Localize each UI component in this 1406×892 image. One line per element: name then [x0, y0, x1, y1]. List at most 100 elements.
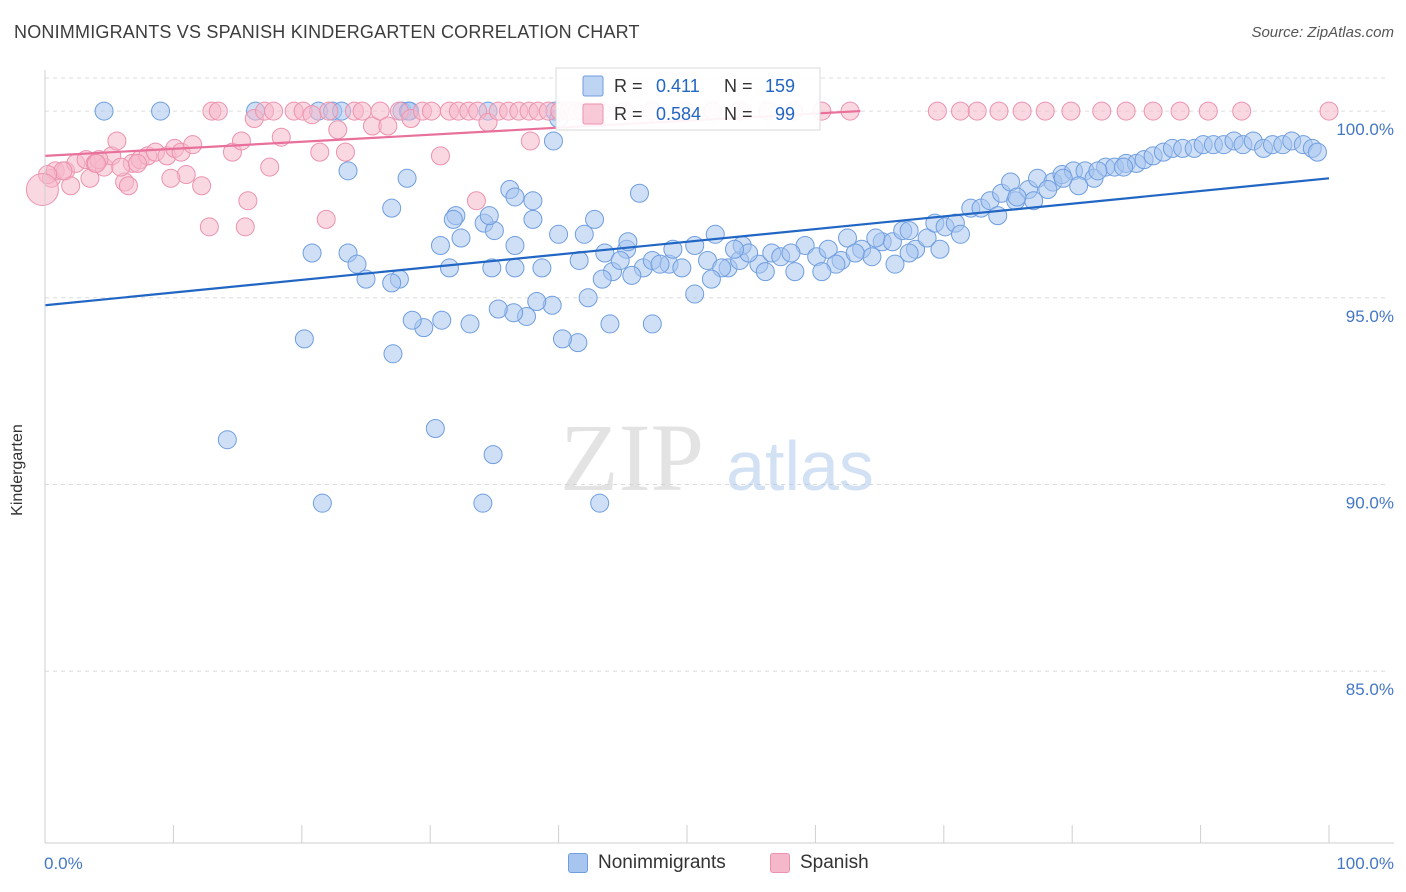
nonimmigrants-point-147: [460, 314, 480, 334]
nonimmigrants-point-46: [610, 250, 630, 270]
nonimmigrants-point-37: [347, 254, 367, 274]
nonimmigrants-point-156: [383, 344, 403, 364]
legend-item-spanish[interactable]: Spanish: [770, 852, 869, 874]
spanish-point-82: [1198, 101, 1218, 121]
spanish-point-77: [1061, 101, 1081, 121]
nonimmigrants-point-27: [451, 228, 471, 248]
nonimmigrants-point-157: [217, 430, 237, 450]
series-legend: Nonimmigrants Spanish: [0, 852, 1406, 878]
nonimmigrants-point-150: [402, 310, 422, 330]
nonimmigrants-point-65: [818, 239, 838, 259]
spanish-point-21: [208, 101, 228, 121]
nonimmigrants-point-141: [578, 288, 598, 308]
stats-n-value-0: 159: [765, 76, 795, 96]
nonimmigrants-point-146: [488, 299, 508, 319]
legend-label-nonimmigrants: Nonimmigrants: [598, 852, 726, 873]
spanish-point-95: [520, 131, 540, 151]
nonimmigrants-point-16: [629, 183, 649, 203]
nonimmigrants-points: [94, 101, 1327, 513]
gridlines: [45, 77, 1389, 672]
nonimmigrants-point-137: [685, 284, 705, 304]
nonimmigrants-point-53: [685, 236, 705, 256]
stats-r-label-1: R =: [614, 104, 643, 124]
nonimmigrants-point-128: [845, 243, 865, 263]
watermark-zip: ZIP: [560, 404, 704, 511]
stats-r-value-1: 0.584: [656, 104, 701, 124]
nonimmigrants-point-52: [672, 258, 692, 278]
nonimmigrants-point-23: [479, 206, 499, 226]
nonimmigrants-point-140: [592, 269, 612, 289]
nonimmigrants-point-117: [1069, 176, 1089, 196]
nonimmigrants-point-151: [642, 314, 662, 334]
nonimmigrants-point-124: [930, 239, 950, 259]
spanish-point-18: [183, 135, 203, 155]
nonimmigrants-point-119: [1038, 179, 1058, 199]
nonimmigrants-point-148: [432, 310, 452, 330]
nonimmigrants-point-152: [600, 314, 620, 334]
nonimmigrants-point-1: [151, 101, 171, 121]
spanish-point-92: [260, 157, 280, 177]
spanish-point-19: [192, 176, 212, 196]
axes: 85.0% 90.0% 95.0% 100.0% 0.0% 100.0%: [44, 70, 1394, 873]
spanish-point-89: [161, 168, 181, 188]
watermark-atlas: atlas: [726, 427, 874, 505]
spanish-point-33: [319, 101, 339, 121]
nonimmigrants-point-12: [543, 131, 563, 151]
spanish-point-32: [310, 142, 330, 162]
nonimmigrants-point-130: [812, 262, 832, 282]
spanish-point-73: [967, 101, 987, 121]
spanish-point-88: [127, 153, 147, 173]
spanish-point-40: [378, 116, 398, 136]
stats-n-label-1: N =: [724, 104, 753, 124]
spanish-point-87: [111, 157, 131, 177]
spanish-point-34: [328, 120, 348, 140]
nonimmigrants-point-33: [302, 243, 322, 263]
spanish-point-23: [231, 131, 251, 151]
nonimmigrants-point-69: [862, 247, 882, 267]
nonimmigrants-point-116: [1088, 161, 1108, 181]
spanish-point-93: [316, 209, 336, 229]
nonimmigrants-point-19: [382, 198, 402, 218]
legend-item-nonimmigrants[interactable]: Nonimmigrants: [568, 852, 726, 874]
nonimmigrants-point-18: [523, 191, 543, 211]
nonimmigrants-point-13: [338, 161, 358, 181]
spanish-point-27: [264, 101, 284, 121]
chart-title: NONIMMIGRANTS VS SPANISH KINDERGARTEN CO…: [14, 22, 640, 42]
nonimmigrants-point-160: [312, 493, 332, 513]
nonimmigrants-point-28: [549, 224, 569, 244]
nonimmigrants-point-42: [532, 258, 552, 278]
nonimmigrants-point-40: [482, 258, 502, 278]
stats-r-label-0: R =: [614, 76, 643, 96]
nonimmigrants-point-121: [1007, 187, 1027, 207]
nonimmigrants-point-161: [473, 493, 493, 513]
nonimmigrants-point-154: [552, 329, 572, 349]
spanish-point-8: [107, 131, 127, 151]
nonimmigrants-point-158: [425, 418, 445, 438]
spanish-point-35: [335, 142, 355, 162]
y-tick-label-2: 95.0%: [1346, 307, 1394, 326]
nonimmigrants-point-123: [950, 224, 970, 244]
legend-swatch-nonimmigrants: [568, 853, 588, 873]
nonimmigrants-point-26: [585, 209, 605, 229]
nonimmigrants-point-139: [622, 265, 642, 285]
nonimmigrants-trend-line: [44, 177, 1330, 307]
nonimmigrants-point-159: [483, 445, 503, 465]
stats-swatch-1: [582, 103, 604, 125]
nonimmigrants-point-24: [443, 209, 463, 229]
spanish-point-81: [1170, 101, 1190, 121]
stats-r-value-0: 0.411: [656, 76, 700, 96]
nonimmigrants-point-75: [917, 228, 937, 248]
spanish-point-80: [1143, 101, 1163, 121]
nonimmigrants-point-0: [94, 101, 114, 121]
stats-n-value-1: 99: [775, 104, 795, 124]
nonimmigrants-point-136: [701, 269, 721, 289]
spanish-point-99: [118, 176, 138, 196]
nonimmigrants-point-35: [439, 258, 459, 278]
nonimmigrants-point-125: [899, 243, 919, 263]
spanish-point-90: [199, 217, 219, 237]
source-label: Source: ZipAtlas.com: [1251, 24, 1394, 41]
nonimmigrants-point-30: [574, 224, 594, 244]
nonimmigrants-point-118: [1053, 168, 1073, 188]
watermark: ZIP atlas: [560, 404, 874, 511]
